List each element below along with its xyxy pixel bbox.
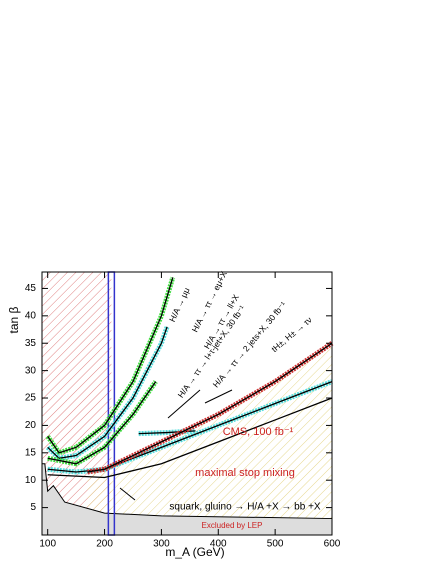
hatched-region xyxy=(87,343,332,535)
y-tick-label: 40 xyxy=(25,310,37,321)
x-tick-label: 500 xyxy=(267,539,284,550)
curve xyxy=(47,326,168,459)
curve xyxy=(47,397,333,479)
arrow xyxy=(167,389,201,419)
x-tick-label: 300 xyxy=(153,539,170,550)
annotation: CMS, 100 fb⁻¹ xyxy=(223,426,294,438)
x-tick-label: 100 xyxy=(39,539,56,550)
y-tick-label: 5 xyxy=(30,502,36,513)
annotation: maximal stop mixing xyxy=(195,467,295,479)
y-tick-label: 30 xyxy=(25,365,37,376)
arrow xyxy=(119,487,136,501)
series-label: squark, gluino → H/A +X → bb +X xyxy=(169,502,321,513)
x-tick-label: 200 xyxy=(96,539,113,550)
y-tick-label: 25 xyxy=(25,393,37,404)
x-tick-label: 600 xyxy=(324,539,341,550)
y-tick-label: 45 xyxy=(25,283,37,294)
y-tick-label: 15 xyxy=(25,447,37,458)
curve xyxy=(47,380,333,473)
curve xyxy=(47,381,157,465)
curve xyxy=(47,277,174,454)
x-axis-title: m_A (GeV) xyxy=(165,545,224,559)
y-tick-label: 35 xyxy=(25,338,37,349)
x-tick-label: 400 xyxy=(210,539,227,550)
y-axis-title: tan β xyxy=(7,306,21,333)
plot-frame xyxy=(41,271,333,536)
lep-label: Excluded by LEP xyxy=(202,521,263,530)
y-tick-label: 20 xyxy=(25,420,37,431)
curve xyxy=(87,342,333,473)
curve xyxy=(138,430,196,435)
arrow xyxy=(204,389,233,404)
y-tick-label: 10 xyxy=(25,475,37,486)
